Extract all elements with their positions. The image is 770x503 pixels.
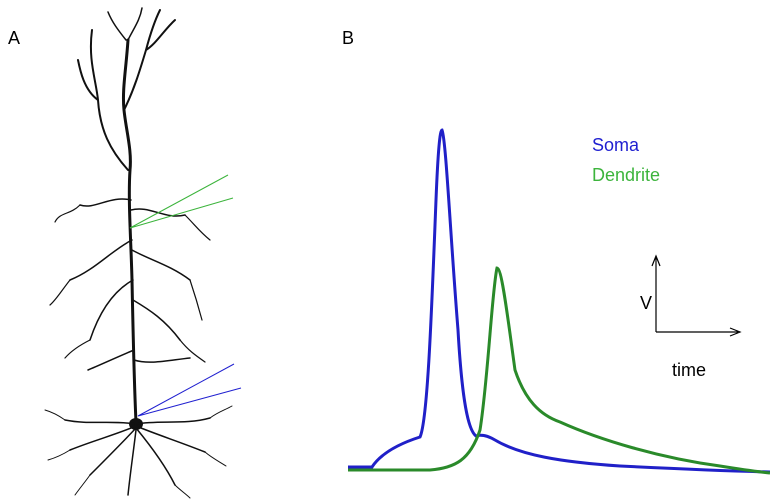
axis-label: time <box>672 360 706 380</box>
soma-electrode <box>137 363 242 417</box>
soma-trace <box>348 128 770 474</box>
panel-label: B <box>342 28 354 48</box>
neuron-drawing <box>44 7 233 499</box>
legend-entry: Soma <box>592 135 640 155</box>
legend-entry: Dendrite <box>592 165 660 185</box>
scale-arrows <box>651 254 742 337</box>
panel-label: A <box>8 28 20 48</box>
dendrite-trace <box>348 266 770 475</box>
dendrite-electrode <box>129 174 234 229</box>
axis-label: V <box>640 293 652 313</box>
